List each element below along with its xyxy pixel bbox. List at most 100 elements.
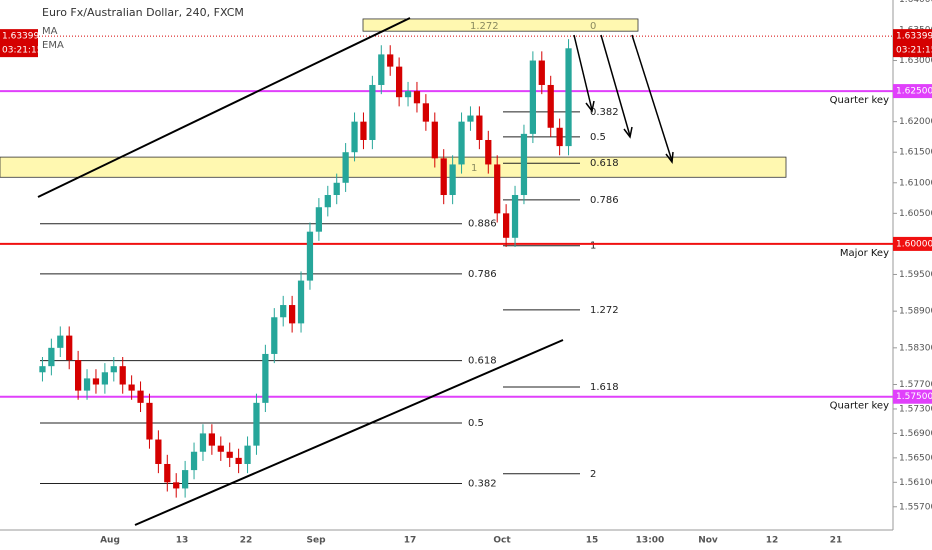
candle-body (83, 378, 91, 391)
candle-body (280, 305, 287, 318)
fib-label: 0.618 (468, 356, 497, 367)
price-label-box (893, 236, 932, 251)
candle-body (164, 463, 171, 483)
candle-body (467, 115, 474, 122)
fib-label: 1.272 (590, 305, 619, 316)
candle-body (244, 445, 251, 464)
fib-label: 1.618 (590, 382, 619, 393)
fib-label: 1 (590, 241, 596, 252)
candle-body (315, 207, 322, 232)
x-tick-label: Sep (306, 536, 326, 546)
candle-body (351, 121, 358, 153)
candle-body (538, 60, 545, 85)
candle-body (119, 366, 126, 385)
y-tick-label: 1.56100 (899, 478, 932, 488)
candle-body (458, 121, 465, 165)
trend-line (134, 339, 564, 526)
price-label: 1.63399 (896, 32, 932, 42)
fib-label: 0.382 (468, 479, 497, 490)
y-tick-label: 1.56900 (899, 429, 932, 439)
fib-label: 0.382 (590, 107, 619, 118)
candle-body (190, 451, 198, 471)
candle-body (369, 84, 376, 140)
price-label-box (893, 29, 932, 58)
title: Euro Fx/Australian Dollar, 240, FXCM (42, 6, 244, 19)
candle-body (440, 158, 447, 196)
candle-body (449, 164, 456, 196)
fib-label: 0.786 (468, 269, 497, 280)
zone-label: 1 (471, 163, 477, 174)
fib-label: 2 (590, 469, 596, 480)
candle-body (342, 152, 349, 183)
candle-body (253, 402, 260, 446)
indicator: MA (42, 26, 58, 37)
candle-body (565, 48, 572, 147)
key-level-name: Major Key (840, 248, 889, 259)
candle-body (48, 347, 55, 367)
price-label: 1.60000 (896, 239, 932, 249)
y-tick-label: 1.61000 (899, 178, 932, 188)
price-label: 1.62500 (896, 87, 932, 97)
candle-body (494, 164, 501, 214)
countdown: 03:21:15 (2, 46, 42, 56)
candle-body (271, 317, 278, 354)
x-tick-label: Aug (100, 536, 120, 546)
candle-body (485, 139, 492, 165)
candle-body (289, 305, 296, 324)
arrows (573, 34, 674, 164)
candle-body (57, 335, 64, 348)
candle-body (404, 91, 412, 98)
countdown: 03:21:15 (896, 46, 932, 56)
candle-body (208, 433, 215, 446)
price-label: 1.57500 (896, 392, 932, 402)
fib-label: 0.886 (468, 219, 497, 230)
candle-body (431, 121, 438, 159)
zone (0, 156, 787, 178)
indicator: EMA (42, 40, 64, 51)
candle-body (422, 103, 429, 122)
candle-body (199, 433, 207, 452)
x-tick-label: 17 (404, 536, 417, 546)
candle-body (173, 482, 180, 489)
candle-body (262, 353, 269, 403)
candle-body (297, 280, 305, 324)
x-tick-label: 21 (830, 536, 843, 546)
x-tick-label: 13 (176, 536, 189, 546)
candle-body (333, 182, 340, 196)
candle-body (137, 390, 144, 403)
candle-body (101, 372, 108, 385)
candle-body (306, 231, 314, 281)
fib-label: 0.786 (590, 195, 619, 206)
candle-body (413, 91, 421, 104)
y-tick-label: 1.58300 (899, 343, 932, 353)
zone (362, 18, 639, 32)
zone-label: 0 (590, 21, 596, 32)
candle-body (529, 60, 536, 134)
candle-body (66, 335, 73, 361)
candle-body (92, 378, 100, 385)
candle-body (396, 66, 403, 98)
candle-body (503, 213, 510, 238)
x-tick-label: 13:00 (636, 536, 665, 546)
candle-body (235, 457, 242, 464)
candle-body (511, 195, 519, 238)
candle-body (128, 384, 135, 391)
candle-body (556, 127, 563, 147)
y-tick-label: 1.55700 (899, 502, 932, 512)
y-tick-label: 1.61500 (899, 148, 932, 158)
key-level-name: Quarter key (830, 401, 889, 412)
candle-body (217, 445, 224, 452)
candle-body (324, 195, 331, 208)
price-label: 1.63399 (2, 32, 39, 42)
x-tick-label: Nov (698, 536, 718, 546)
x-tick-label: 12 (766, 536, 779, 546)
fib-label: 0.5 (468, 418, 484, 429)
fib-label: 0.5 (590, 132, 606, 143)
key-level-name: Quarter key (830, 95, 889, 106)
candle-body (182, 470, 189, 489)
price-label-box (893, 389, 932, 404)
y-tick-label: 1.57300 (899, 404, 932, 414)
candle-body (226, 451, 233, 458)
